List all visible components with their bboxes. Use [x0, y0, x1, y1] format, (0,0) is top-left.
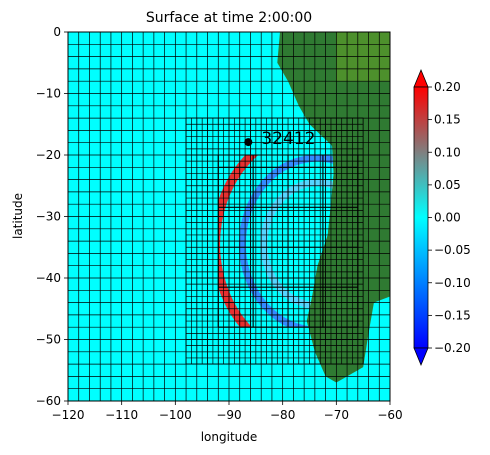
- x-axis-label: longitude: [201, 430, 258, 444]
- colorbar-tick-label: −0.05: [434, 243, 471, 257]
- colorbar-tick-label: 0.05: [434, 178, 461, 192]
- x-tick-label: −70: [324, 408, 349, 422]
- gauge-label: 32412: [261, 129, 315, 149]
- y-tick-label: −10: [36, 87, 61, 101]
- y-tick-label: 0: [53, 25, 61, 39]
- colorbar-tick-label: 0.15: [434, 113, 461, 127]
- colorbar-tick-label: −0.20: [434, 341, 471, 355]
- colorbar-tick-label: 0.10: [434, 145, 461, 159]
- wave-front: [238, 155, 358, 328]
- colorbar-extend-max: [413, 68, 429, 88]
- y-axis-label: latitude: [11, 193, 25, 239]
- x-axis: −120 −110 −100 −90 −80 −70 −60: [52, 401, 403, 422]
- gauge-point: [244, 138, 253, 147]
- colorbar-tick-label: −0.15: [434, 308, 471, 322]
- colorbar-tick-label: −0.10: [434, 276, 471, 290]
- x-tick-label: −120: [52, 408, 85, 422]
- y-tick-label: −40: [36, 271, 61, 285]
- colorbar-ticks: 0.20 0.15 0.10 0.05 0.00 −0.05 −0.10 −0.15 −0.20: [428, 80, 471, 355]
- x-tick-label: −80: [270, 408, 295, 422]
- y-axis: 0 −10 −20 −30 −40 −50 −60: [36, 25, 68, 408]
- y-tick-label: −50: [36, 333, 61, 347]
- x-tick-label: −100: [159, 408, 192, 422]
- y-tick-label: −20: [36, 148, 61, 162]
- y-tick-label: −60: [36, 394, 61, 408]
- grid-patch-border: [185, 117, 364, 365]
- y-tick-label: −30: [36, 210, 61, 224]
- colorbar-tick-label: 0.20: [434, 80, 461, 94]
- grid-level-4: [217, 155, 359, 328]
- x-tick-label: −110: [105, 408, 138, 422]
- colorbar-gradient: [413, 86, 429, 349]
- colorbar-extend-min: [413, 347, 429, 367]
- x-tick-label: −60: [377, 408, 402, 422]
- colorbar-tick-label: 0.00: [434, 211, 461, 225]
- colorbar: 0.20 0.15 0.10 0.05 0.00 −0.05 −0.10 −0.15 −0.20: [413, 68, 471, 367]
- grid-layer: [68, 32, 390, 401]
- plot-area: [68, 32, 390, 401]
- chart-title: Surface at time 2:00:00: [146, 10, 312, 26]
- gauge-marker: 32412: [244, 129, 315, 149]
- x-tick-label: −90: [216, 408, 241, 422]
